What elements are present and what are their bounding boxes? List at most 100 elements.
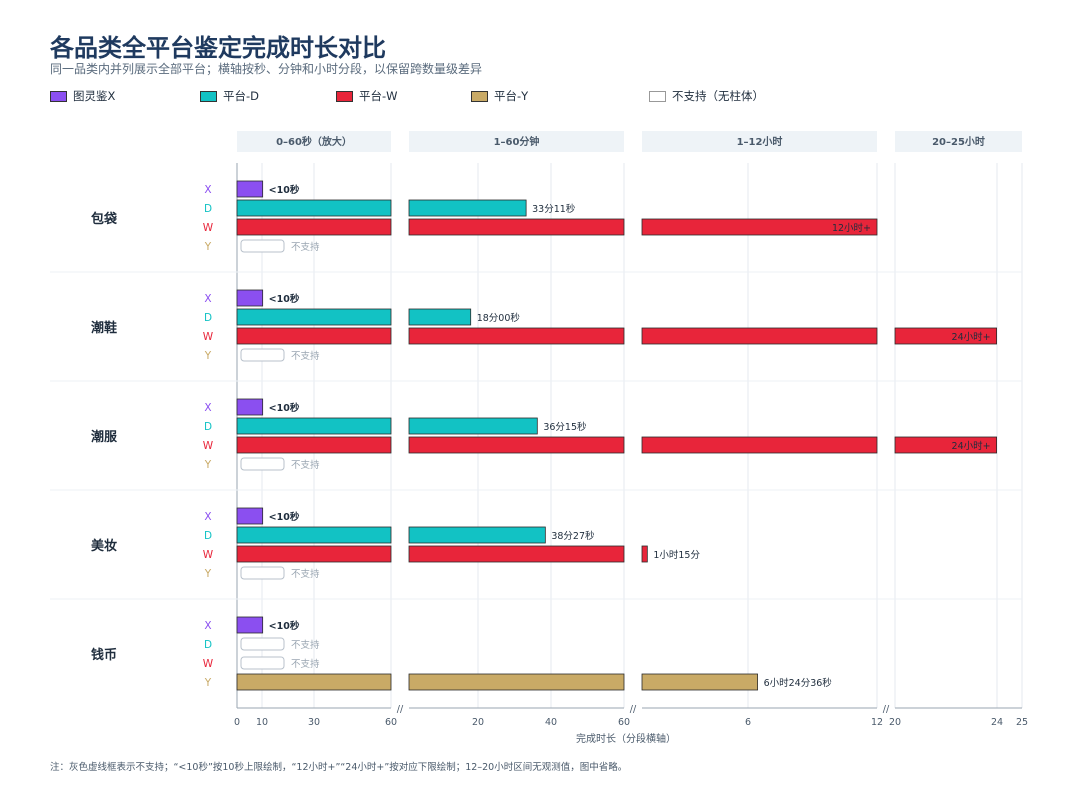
legend-item-y[interactable]: 平台-Y bbox=[471, 88, 528, 104]
bar-d-part-0 bbox=[236, 417, 392, 435]
segment-header-3 bbox=[895, 131, 1022, 152]
platform-label-w: W bbox=[203, 658, 214, 670]
bar-w-part-1 bbox=[408, 436, 625, 454]
data-label-w: 1小时15分 bbox=[653, 549, 700, 561]
segment-header-0 bbox=[237, 131, 391, 152]
page-subtitle: 同一品类内并列展示全部平台；横轴按秒、分钟和小时分段，以保留跨数量级差异 bbox=[50, 62, 483, 76]
platform-label-w: W bbox=[203, 222, 214, 234]
data-label-w: 24小时+ bbox=[952, 331, 991, 343]
data-label-d: 18分00秒 bbox=[477, 312, 521, 324]
platform-label-y: Y bbox=[204, 350, 212, 362]
x-tick-label: 12 bbox=[871, 717, 883, 728]
data-label-w: 12小时+ bbox=[832, 222, 871, 234]
segment-header-label-2: 1–12小时 bbox=[737, 135, 783, 148]
bar-w-part-2 bbox=[641, 436, 878, 454]
data-label-x: <10秒 bbox=[269, 620, 300, 632]
legend-item-x[interactable]: 图灵鉴X bbox=[50, 88, 115, 104]
bar-x-part-0 bbox=[236, 616, 264, 634]
bar-w-part-2 bbox=[641, 218, 878, 236]
category-label: 美妆 bbox=[91, 538, 117, 554]
platform-label-d: D bbox=[204, 421, 212, 433]
bar-d-part-0 bbox=[236, 199, 392, 217]
data-label-y: 6小时24分36秒 bbox=[764, 677, 833, 689]
platform-label-w: W bbox=[203, 549, 214, 561]
legend-item-d[interactable]: 平台-D bbox=[200, 88, 259, 104]
axis-break-1: // bbox=[630, 704, 637, 715]
bar-x-part-0 bbox=[236, 507, 264, 525]
legend-item-w[interactable]: 平台-W bbox=[336, 88, 398, 104]
data-label-x: <10秒 bbox=[269, 402, 300, 414]
legend-label-d: 平台-D bbox=[223, 89, 260, 103]
legend-swatch-d bbox=[200, 90, 217, 102]
legend-item-not-supported[interactable]: 不支持（无柱体） bbox=[649, 88, 764, 104]
platform-label-x: X bbox=[204, 402, 211, 414]
page-title: 各品类全平台鉴定完成时长对比 bbox=[50, 34, 386, 62]
legend-swatch-w bbox=[336, 90, 353, 102]
x-tick-label: 40 bbox=[545, 717, 557, 728]
legend-label-not-supported: 不支持（无柱体） bbox=[672, 89, 764, 103]
x-axis-title: 完成时长（分段横轴） bbox=[576, 732, 676, 745]
platform-label-d: D bbox=[204, 639, 212, 651]
data-label-x: <10秒 bbox=[269, 293, 300, 305]
x-tick-label: 0 bbox=[234, 717, 240, 728]
legend-swatch-y bbox=[471, 90, 488, 102]
x-tick-label: 10 bbox=[256, 717, 268, 728]
segment-header-label-1: 1–60分钟 bbox=[494, 135, 540, 148]
bar-x-part-0 bbox=[236, 289, 264, 307]
bar-w-part-3 bbox=[894, 327, 997, 345]
footnote: 注：灰色虚线框表示不支持；“<10秒”按10秒上限绘制，“12小时+”“24小时… bbox=[50, 762, 628, 773]
platform-label-d: D bbox=[204, 203, 212, 215]
not-supported-box-y bbox=[240, 566, 285, 580]
x-tick-label: 6 bbox=[745, 717, 751, 728]
x-tick-label: 60 bbox=[618, 717, 630, 728]
axis-break-2: // bbox=[883, 704, 890, 715]
x-tick-label: 20 bbox=[472, 717, 484, 728]
segment-header-2 bbox=[642, 131, 877, 152]
bar-d-part-1 bbox=[408, 526, 546, 544]
bar-d-part-1 bbox=[408, 417, 538, 435]
platform-label-d: D bbox=[204, 312, 212, 324]
x-tick-label: 24 bbox=[991, 717, 1003, 728]
legend-label-y: 平台-Y bbox=[494, 89, 529, 103]
data-label-x: <10秒 bbox=[269, 184, 300, 196]
platform-label-x: X bbox=[204, 511, 211, 523]
legend-label-x: 图灵鉴X bbox=[73, 89, 116, 103]
x-tick-label: 25 bbox=[1016, 717, 1028, 728]
bar-w-part-0 bbox=[236, 218, 392, 236]
bar-y-part-1 bbox=[408, 673, 625, 691]
platform-label-w: W bbox=[203, 440, 214, 452]
legend: 图灵鉴X 平台-D 平台-W 平台-Y 不支持（无柱体） bbox=[50, 88, 810, 104]
x-tick-label: 30 bbox=[308, 717, 320, 728]
x-tick-label: 20 bbox=[889, 717, 901, 728]
not-supported-box-y bbox=[240, 457, 285, 471]
bar-d-part-1 bbox=[408, 308, 472, 326]
platform-label-y: Y bbox=[204, 568, 212, 580]
bar-w-part-2 bbox=[641, 327, 878, 345]
category-label: 潮鞋 bbox=[91, 320, 117, 336]
not-supported-label: 不支持 bbox=[291, 568, 320, 580]
not-supported-box-y bbox=[240, 239, 285, 253]
bar-d-part-1 bbox=[408, 199, 527, 217]
platform-label-x: X bbox=[204, 184, 211, 196]
data-label-x: <10秒 bbox=[269, 511, 300, 523]
data-label-d: 38分27秒 bbox=[551, 530, 595, 542]
not-supported-label: 不支持 bbox=[291, 658, 320, 670]
x-tick-label: 60 bbox=[385, 717, 397, 728]
bar-w-part-1 bbox=[408, 218, 625, 236]
data-label-d: 33分11秒 bbox=[532, 203, 576, 215]
platform-label-x: X bbox=[204, 293, 211, 305]
platform-label-d: D bbox=[204, 530, 212, 542]
bar-w-part-0 bbox=[236, 436, 392, 454]
data-label-w: 24小时+ bbox=[952, 440, 991, 452]
bar-w-part-3 bbox=[894, 436, 997, 454]
segment-header-label-3: 20–25小时 bbox=[932, 135, 985, 148]
not-supported-label: 不支持 bbox=[291, 350, 320, 362]
axis-break-0: // bbox=[397, 704, 404, 715]
not-supported-box-y bbox=[240, 348, 285, 362]
bar-y-part-0 bbox=[236, 673, 392, 691]
not-supported-label: 不支持 bbox=[291, 639, 320, 651]
category-label: 钱币 bbox=[91, 647, 117, 663]
segment-header-label-0: 0–60秒（放大） bbox=[276, 135, 352, 148]
platform-label-y: Y bbox=[204, 459, 212, 471]
